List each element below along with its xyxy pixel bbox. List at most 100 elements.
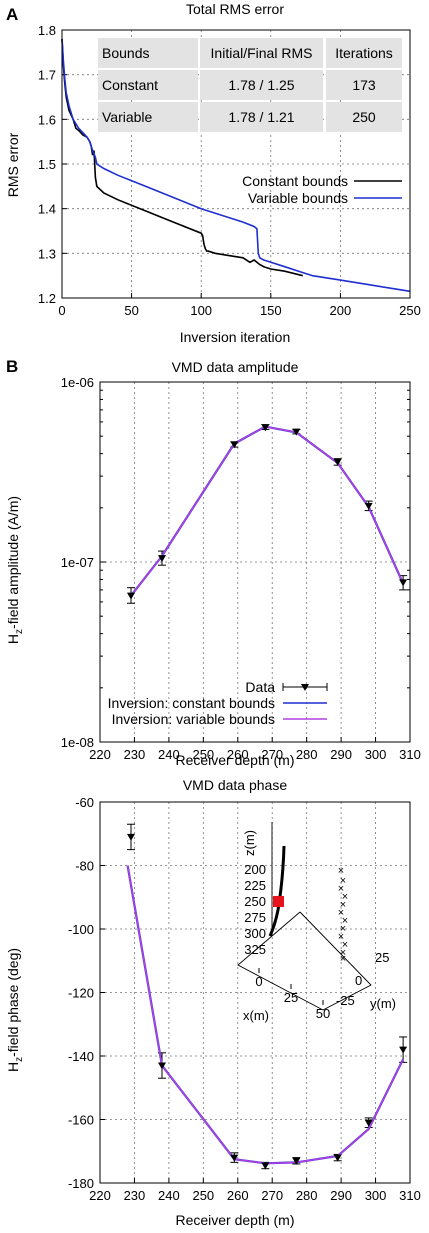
inset-y-label: y(m) (370, 996, 396, 1011)
x-tick-label: 260 (227, 1188, 249, 1203)
inset-z-tick-label: 225 (244, 878, 266, 893)
x-tick-label: 250 (192, 747, 214, 762)
inset-x-tick-label: 50 (316, 1006, 330, 1021)
y-tick-label: 1e-08 (61, 735, 94, 750)
data-point-marker (399, 1046, 408, 1054)
legend-swatch (301, 684, 309, 691)
y-tick-label: 1.4 (38, 202, 56, 217)
x-tick-label: 260 (227, 747, 249, 762)
y-tick-label: -80 (75, 859, 94, 874)
y-tick-label: 1.7 (38, 68, 56, 83)
data-point-marker (158, 555, 166, 563)
plot-frame (61, 29, 411, 299)
x-tick-label: 240 (158, 1188, 180, 1203)
x-tick-label: 220 (89, 1188, 111, 1203)
table-cell-bg (98, 102, 198, 132)
inset-receiver-marker: × (342, 915, 348, 927)
inset-receiver-marker: × (338, 883, 344, 895)
series-line-constant (130, 425, 405, 597)
y-tick-label: -60 (75, 795, 94, 810)
table-header: Initial/Final RMS (211, 45, 313, 61)
x-tick-label: 290 (330, 1188, 352, 1203)
data-point-marker (292, 428, 301, 436)
inset-receiver-marker: × (338, 931, 344, 943)
x-tick-label: 150 (260, 303, 282, 318)
inset-receiver-marker: × (340, 875, 346, 887)
table-cell-bg (98, 70, 198, 100)
data-point-marker (127, 833, 135, 841)
x-tick-label: 240 (158, 747, 180, 762)
amplitude-chart: VMD data amplitude Receiver depth (m) Hz… (5, 359, 421, 768)
y-tick-label: 1.8 (38, 23, 56, 38)
inset-well-path (268, 845, 286, 937)
table-header-cell (98, 38, 198, 68)
x-tick-label: 280 (296, 747, 318, 762)
inset-y-tick-label: -25 (336, 993, 355, 1008)
legend-label: Constant bounds (242, 173, 348, 189)
data-point-marker (399, 579, 408, 587)
table-cell-bg (200, 70, 323, 100)
y-tick-label: -140 (68, 1049, 94, 1064)
inset-receiver-marker: × (338, 907, 344, 919)
inset-receiver-marker: × (338, 865, 344, 877)
x-tick-label: 250 (399, 303, 421, 318)
x-tick-label: 310 (399, 747, 421, 762)
y-tick-label: -100 (68, 922, 94, 937)
table-header: Bounds (102, 45, 149, 61)
table-cell: 173 (352, 77, 376, 93)
inset-receiver-marker: × (342, 891, 348, 903)
y-tick-label: -180 (68, 1176, 94, 1191)
legend-label: Data (245, 679, 275, 695)
chart-b-xlabel: Receiver depth (m) (175, 752, 294, 768)
chart-c-title: VMD data phase (183, 777, 287, 793)
table-cell-bg (200, 102, 323, 132)
chart-b-ylabel-rest: -field amplitude (A/m) (5, 496, 21, 629)
plot-frame (99, 801, 411, 1184)
data-point-marker (333, 458, 342, 466)
series-line-variable (126, 865, 404, 1165)
table-header: Iterations (335, 45, 393, 61)
panel-letter-b: B (6, 357, 18, 376)
chart-c-ylabel-sub: z (14, 1057, 25, 1062)
x-tick-label: 270 (261, 747, 283, 762)
table-cell: 250 (352, 109, 376, 125)
plot-frame (99, 381, 411, 743)
chart-c-xlabel: Receiver depth (m) (175, 1212, 294, 1228)
inset-receiver-marker: × (342, 939, 348, 951)
chart-a-xlabel: Inversion iteration (180, 329, 291, 345)
x-tick-label: 100 (190, 303, 212, 318)
inset-y-tick-label: 25 (375, 950, 389, 965)
table-cell: 1.78 / 1.21 (228, 109, 294, 125)
x-tick-label: 300 (365, 1188, 387, 1203)
chart-b-title: VMD data amplitude (172, 359, 299, 375)
table-header-cell (200, 38, 323, 68)
chart-a-ylabel: RMS error (5, 132, 21, 197)
inset-x-tick-label: 25 (284, 990, 298, 1005)
inset-z-tick-label: 300 (244, 926, 266, 941)
table-cell-bg (326, 102, 402, 132)
x-tick-label: 220 (89, 747, 111, 762)
chart-b-ylabel-sub: z (14, 629, 25, 634)
data-point-marker (127, 592, 135, 600)
chart-c-ylabel: Hz-field phase (deg) (5, 948, 25, 1072)
legend-label: Inversion: constant bounds (108, 695, 275, 711)
x-tick-label: 200 (330, 303, 352, 318)
inset-source-marker (273, 896, 284, 907)
phase-chart: VMD data phase Receiver depth (m) Hz-fie… (5, 777, 421, 1228)
inset-z-label: z(m) (242, 830, 257, 856)
chart-a-title: Total RMS error (186, 1, 284, 17)
y-tick-label: -160 (68, 1113, 94, 1128)
y-tick-label: 1.6 (38, 112, 56, 127)
chart-b-ylabel-main: H (5, 634, 21, 644)
series-line-constant (61, 38, 303, 277)
x-tick-label: 310 (399, 1188, 421, 1203)
series-line-variable (61, 38, 411, 293)
inset-z-tick-label: 275 (244, 910, 266, 925)
data-point-marker (364, 502, 373, 510)
data-point-marker (261, 1162, 270, 1170)
inset-receiver-marker: × (340, 923, 346, 935)
inset-y-tick-label: 0 (355, 973, 362, 988)
inset-receiver-marker: × (340, 899, 346, 911)
